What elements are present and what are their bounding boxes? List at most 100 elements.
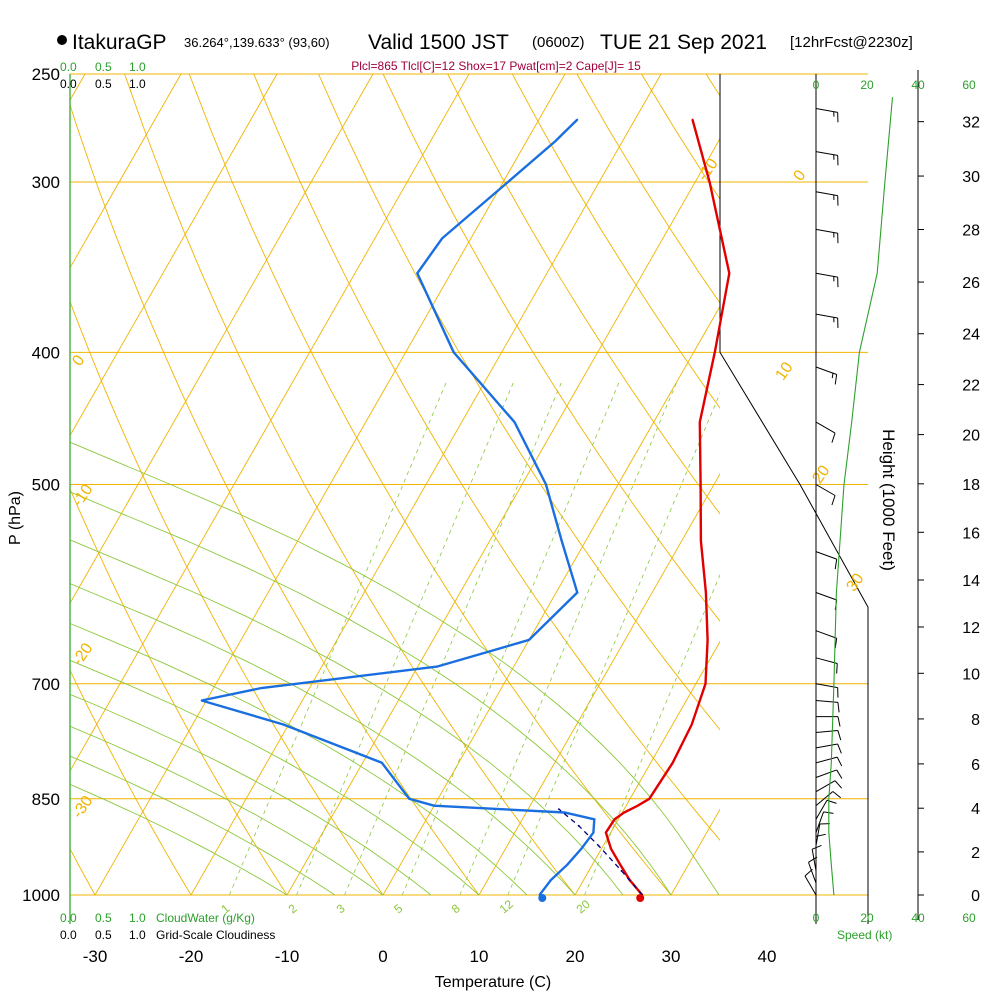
mixing-ratio-line (507, 392, 720, 896)
height-tick-14: 14 (962, 573, 980, 590)
mixing-ratio-line (229, 381, 448, 896)
x-tick-0: 0 (378, 947, 387, 966)
wind-barb-flag (832, 791, 842, 799)
right-boundary (719, 352, 869, 924)
speed-scale: 0 20 40 60 0 20 40 60 Speed (kt) (813, 78, 976, 942)
height-tick-20: 20 (962, 428, 980, 445)
pressure-tick-500: 500 (32, 476, 60, 495)
data-point (610, 847, 612, 850)
data-point (554, 140, 557, 143)
chart-header: ItakuraGP 36.264°,139.633° (93,60) Valid… (57, 31, 913, 54)
speed-top-20: 20 (860, 78, 874, 92)
speed-bottom-0: 0 (813, 911, 820, 925)
data-point (597, 844, 600, 847)
data-point (706, 638, 709, 641)
x-tick-30: 30 (662, 947, 681, 966)
station-dot (57, 35, 67, 45)
wind-barb (815, 272, 838, 278)
pressure-tick-700: 700 (32, 675, 60, 694)
top-black-0: 0.0 (60, 77, 77, 91)
data-point (698, 421, 701, 424)
data-point (648, 797, 651, 800)
bottom-black-2: 1.0 (129, 928, 146, 942)
height-tick-22: 22 (962, 378, 980, 395)
data-point (671, 761, 674, 764)
height-tick-10: 10 (962, 666, 980, 683)
wind-barb-flag (837, 743, 842, 754)
data-point (408, 797, 411, 800)
wind-barb (815, 780, 836, 793)
height-tick-16: 16 (962, 525, 980, 542)
data-point (282, 723, 285, 726)
data-point (593, 818, 596, 821)
data-point (690, 723, 693, 726)
forecast-info: [12hrFcst@2230z] (790, 34, 913, 51)
data-point (416, 272, 419, 275)
wind-barb (815, 484, 836, 496)
pressure-tick-850: 850 (32, 790, 60, 809)
wind-barb (815, 191, 838, 197)
isotherm-label: 0 (69, 352, 88, 369)
x-tick--10: -10 (275, 947, 300, 966)
data-point (260, 687, 263, 689)
wind-barb (815, 228, 838, 234)
wind-barb-flag (834, 559, 838, 570)
data-point (699, 483, 702, 486)
mixing-ratio-label: 8 (449, 901, 463, 916)
wind-barb (815, 592, 837, 601)
data-point (691, 118, 694, 121)
data-point (550, 879, 552, 881)
data-point (623, 811, 626, 814)
wind-barb (815, 657, 838, 665)
height-tick-24: 24 (962, 327, 980, 344)
wind-barb (815, 151, 838, 156)
height-tick-0: 0 (971, 888, 980, 905)
speed-bottom-20: 20 (860, 911, 874, 925)
wind-barb-flag (837, 716, 841, 727)
wind-barb (815, 756, 838, 764)
bottom-black-0: 0.0 (60, 928, 77, 942)
isotherm-label: 30 (844, 570, 868, 594)
wind-barb (815, 313, 838, 319)
top-green-1: 0.5 (95, 60, 112, 74)
data-point (708, 181, 711, 183)
data-point (563, 811, 566, 814)
valid-label: Valid 1500 JST (368, 31, 509, 54)
height-tick-8: 8 (971, 712, 980, 729)
height-tick-28: 28 (962, 223, 980, 240)
wind-barb-flag (836, 769, 843, 779)
bottom-green-2: 1.0 (129, 911, 146, 925)
mixing-ratio-line (344, 381, 563, 896)
wind-barb-flag (811, 844, 822, 850)
wind-barb (815, 791, 834, 807)
top-black-2: 1.0 (129, 77, 146, 91)
isotherm-label: -20 (69, 640, 96, 669)
mixing-ratio-label: 5 (391, 901, 405, 916)
wind-barb (815, 811, 824, 833)
data-point (605, 831, 607, 834)
height-tick-18: 18 (962, 477, 980, 494)
data-point (566, 863, 569, 866)
height-tick-26: 26 (962, 275, 980, 292)
wind-barb (815, 823, 821, 846)
data-point (613, 818, 616, 821)
valid-utc: (0600Z) (532, 34, 585, 51)
skewt-series (200, 118, 731, 902)
wind-barb (808, 862, 817, 884)
series-temperature (604, 119, 731, 896)
data-point (380, 761, 383, 764)
wind-barb-flag (837, 702, 840, 713)
wind-barb (815, 799, 828, 820)
surface-temperature-marker (636, 894, 645, 902)
data-point (592, 831, 595, 834)
wind-barb-flag (837, 730, 842, 741)
data-point (560, 540, 563, 542)
isotherm-label: -10 (69, 481, 96, 510)
surface-dewpoint-marker (538, 894, 547, 902)
wind-barb-flag (834, 374, 838, 385)
top-green-2: 1.0 (129, 60, 146, 74)
stability-indices: Plcl=865 Tlcl[C]=12 Shox=17 Pwat[cm]=2 C… (351, 59, 641, 73)
wind-barb (815, 730, 838, 733)
